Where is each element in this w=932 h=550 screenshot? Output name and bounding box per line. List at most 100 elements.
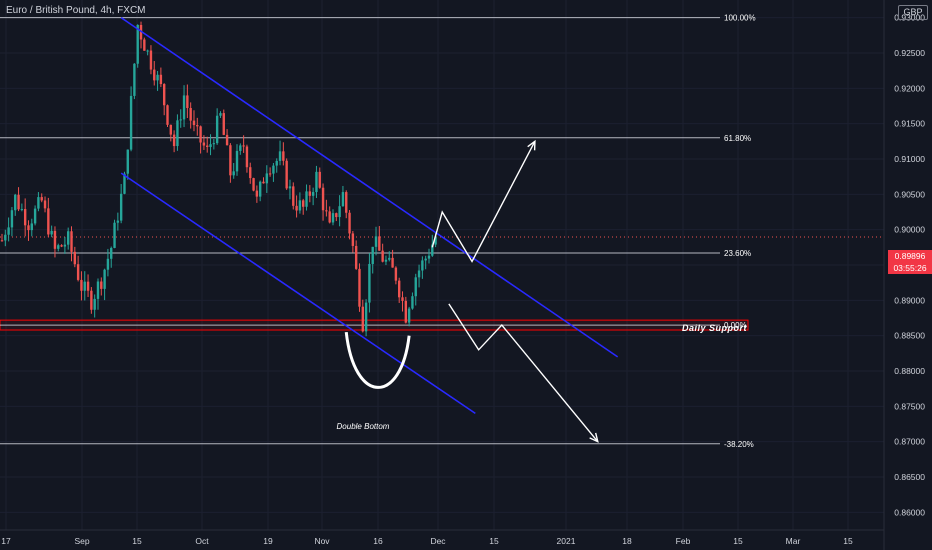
candle-body bbox=[394, 267, 398, 281]
grid bbox=[0, 0, 884, 530]
candle-body bbox=[215, 115, 219, 144]
currency-button[interactable]: GBP bbox=[898, 5, 928, 20]
channel-upper-line bbox=[120, 17, 619, 358]
candle-body bbox=[0, 240, 4, 242]
channel-lower-line bbox=[120, 172, 476, 415]
candlestick-series bbox=[0, 21, 437, 337]
candle-body bbox=[308, 191, 312, 196]
candle-body bbox=[27, 225, 30, 231]
x-tick-label: 15 bbox=[489, 536, 499, 546]
candle-body bbox=[434, 236, 437, 245]
candle-body bbox=[96, 281, 100, 299]
candle-body bbox=[106, 258, 110, 270]
candle-body bbox=[378, 236, 381, 251]
fib-label: -38.20% bbox=[724, 440, 754, 449]
candle-body bbox=[321, 187, 325, 211]
candle-body bbox=[292, 186, 295, 206]
candle-body bbox=[10, 210, 14, 228]
candle-body bbox=[315, 171, 318, 193]
candle-body bbox=[57, 245, 60, 249]
candle-body bbox=[258, 181, 262, 197]
candle-body bbox=[172, 134, 176, 147]
daily-support-label: Daily Support bbox=[682, 323, 748, 333]
candle-body bbox=[398, 280, 401, 298]
candle-body bbox=[37, 197, 40, 209]
candle-body bbox=[199, 126, 202, 143]
candle-body bbox=[100, 281, 103, 289]
candle-body bbox=[159, 74, 163, 85]
x-tick-label: 15 bbox=[843, 536, 853, 546]
y-tick-label: 0.86500 bbox=[894, 472, 925, 482]
candle-body bbox=[186, 95, 189, 109]
candle-body bbox=[196, 125, 199, 127]
candle-body bbox=[47, 208, 50, 235]
x-tick-label: 19 bbox=[263, 536, 273, 546]
candle-body bbox=[225, 134, 229, 146]
candle-body bbox=[371, 246, 374, 264]
candle-body bbox=[176, 120, 179, 147]
candle-body bbox=[278, 151, 282, 161]
candle-body bbox=[209, 144, 212, 147]
candle-body bbox=[242, 145, 245, 147]
candle-body bbox=[80, 279, 83, 291]
bearish-projection-arrow-head bbox=[589, 432, 599, 443]
candle-body bbox=[427, 255, 431, 259]
candle-body bbox=[17, 194, 20, 210]
candle-body bbox=[53, 230, 57, 249]
candle-body bbox=[404, 300, 408, 323]
candle-body bbox=[212, 143, 216, 145]
candle-body bbox=[417, 270, 421, 278]
y-tick-label: 0.90000 bbox=[894, 225, 925, 235]
candle-body bbox=[162, 84, 166, 106]
candle-body bbox=[136, 24, 139, 64]
candle-body bbox=[351, 233, 355, 246]
y-tick-label: 0.89000 bbox=[894, 295, 925, 305]
candle-body bbox=[384, 259, 388, 262]
candle-body bbox=[275, 160, 278, 166]
candle-body bbox=[388, 257, 391, 260]
candle-body bbox=[20, 209, 24, 211]
candle-body bbox=[239, 145, 242, 151]
candle-body bbox=[76, 264, 80, 280]
candle-body bbox=[235, 150, 239, 172]
candle-body bbox=[23, 209, 27, 226]
candle-body bbox=[189, 108, 192, 121]
candle-body bbox=[50, 230, 53, 235]
fib-label: 61.80% bbox=[724, 134, 751, 143]
candle-body bbox=[361, 306, 364, 332]
candle-body bbox=[7, 227, 10, 235]
candle-body bbox=[139, 24, 143, 40]
x-tick-label: Nov bbox=[314, 536, 330, 546]
y-tick-label: 0.86000 bbox=[894, 507, 925, 517]
fib-label: 0.00% bbox=[724, 321, 747, 330]
candle-body bbox=[374, 236, 378, 247]
double-bottom-curve bbox=[344, 331, 411, 389]
candle-body bbox=[179, 119, 182, 121]
candle-body bbox=[414, 277, 417, 297]
x-tick-label: Dec bbox=[430, 536, 446, 546]
candle-body bbox=[298, 200, 302, 211]
candle-body bbox=[63, 244, 67, 247]
y-tick-label: 0.91500 bbox=[894, 119, 925, 129]
candle-body bbox=[126, 149, 129, 174]
candle-body bbox=[407, 308, 411, 323]
fib-label: 23.60% bbox=[724, 249, 751, 258]
candle-body bbox=[424, 258, 427, 261]
candle-body bbox=[285, 160, 288, 189]
y-tick-label: 0.88000 bbox=[894, 366, 925, 376]
candle-body bbox=[73, 251, 77, 265]
candle-body bbox=[401, 297, 404, 301]
candle-body bbox=[348, 212, 351, 234]
projection-arrows bbox=[344, 139, 599, 443]
fibonacci-levels: 100.00% 61.80% 23.60% 0.00% -38.20% bbox=[0, 14, 756, 449]
x-tick-label: 16 bbox=[373, 536, 383, 546]
candle-body bbox=[335, 213, 338, 218]
candle-body bbox=[411, 296, 414, 309]
y-tick-label: 0.92000 bbox=[894, 83, 925, 93]
candle-body bbox=[202, 142, 206, 146]
candle-body bbox=[93, 298, 96, 310]
candle-body bbox=[143, 39, 146, 51]
candle-body bbox=[166, 105, 169, 125]
